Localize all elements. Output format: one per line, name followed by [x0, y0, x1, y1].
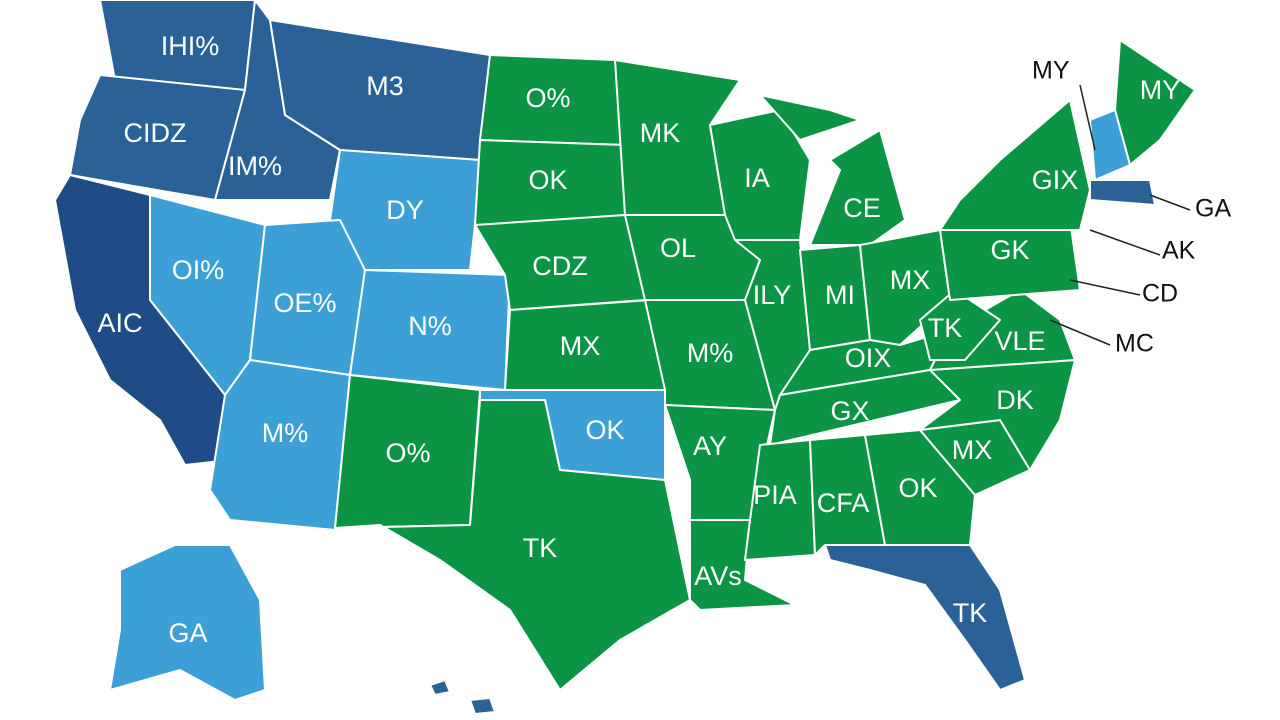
state-shape	[109, 544, 266, 701]
state-label: OK	[898, 473, 937, 503]
state-label: N%	[408, 311, 452, 341]
state-label: OI%	[172, 255, 225, 285]
state-label: CIDZ	[124, 118, 187, 148]
state-label: O%	[525, 83, 570, 113]
state-shape	[69, 74, 246, 201]
island	[429, 679, 451, 696]
state-label: MI	[825, 280, 855, 310]
callout-labels: MY GA AK CD MC	[1032, 57, 1231, 358]
state-label: M%	[687, 338, 734, 368]
island	[469, 697, 496, 715]
state-label: IM%	[228, 151, 282, 181]
state-label: DK	[996, 385, 1034, 415]
state-label: GK	[990, 235, 1029, 265]
state-labels: IHI% M3 CIDZ IM% DY OI% OE% N% AIC M% O%…	[97, 31, 1180, 648]
state-label: MX	[560, 331, 601, 361]
state-label: OE%	[273, 288, 336, 318]
state-shapes	[54, 0, 1196, 715]
state-label: MK	[640, 118, 681, 148]
state-label: TK	[953, 598, 988, 628]
leader-line	[1149, 194, 1191, 211]
state-label: OL	[660, 233, 696, 263]
state-label: OK	[585, 415, 624, 445]
leader-line	[1079, 84, 1096, 151]
state-label: ILY	[753, 280, 792, 310]
state-shape	[744, 439, 816, 561]
state-label: OIX	[845, 343, 892, 373]
callout-label: MY	[1032, 57, 1070, 85]
state-label: TK	[928, 313, 963, 343]
state-label: CE	[843, 193, 881, 223]
state-shape	[919, 359, 1076, 471]
callout-label: MC	[1115, 330, 1154, 358]
state-label: AIC	[97, 308, 142, 338]
callout-label: AK	[1162, 237, 1196, 265]
callout-label: CD	[1142, 280, 1178, 308]
state-shape	[939, 99, 1091, 231]
leader-line	[1069, 279, 1141, 296]
state-label: AVs	[694, 561, 742, 591]
state-label: IHI%	[161, 31, 220, 61]
state-label: CFA	[817, 488, 870, 518]
state-shape	[1114, 39, 1196, 166]
state-label: GA	[168, 618, 207, 648]
leader-lines	[1049, 84, 1191, 346]
state-shape	[334, 399, 691, 691]
state-label: MY	[1140, 75, 1181, 105]
state-label: CDZ	[532, 251, 588, 281]
state-label: IA	[744, 163, 770, 193]
state-label: GX	[830, 396, 869, 426]
state-label: MX	[890, 265, 931, 295]
state-label: AY	[693, 431, 727, 461]
state-shape	[1089, 179, 1156, 206]
state-label: MX	[952, 435, 993, 465]
leader-line	[1049, 319, 1111, 346]
state-label: PIA	[753, 480, 797, 510]
state-label: O%	[385, 438, 430, 468]
state-label: DY	[386, 195, 424, 225]
state-label: OK	[528, 165, 567, 195]
state-label: GIX	[1032, 165, 1079, 195]
state-label: TK	[523, 533, 558, 563]
state-shape	[1089, 109, 1131, 181]
callout-label: GA	[1195, 195, 1231, 223]
state-label: M%	[262, 418, 309, 448]
state-shape	[809, 129, 906, 246]
state-shape	[824, 544, 1026, 691]
state-shape	[54, 174, 231, 466]
leader-line	[1089, 229, 1161, 256]
state-shape	[759, 94, 861, 141]
state-label: VLE	[994, 326, 1045, 356]
state-label: M3	[366, 71, 404, 101]
state-shape	[864, 429, 976, 546]
